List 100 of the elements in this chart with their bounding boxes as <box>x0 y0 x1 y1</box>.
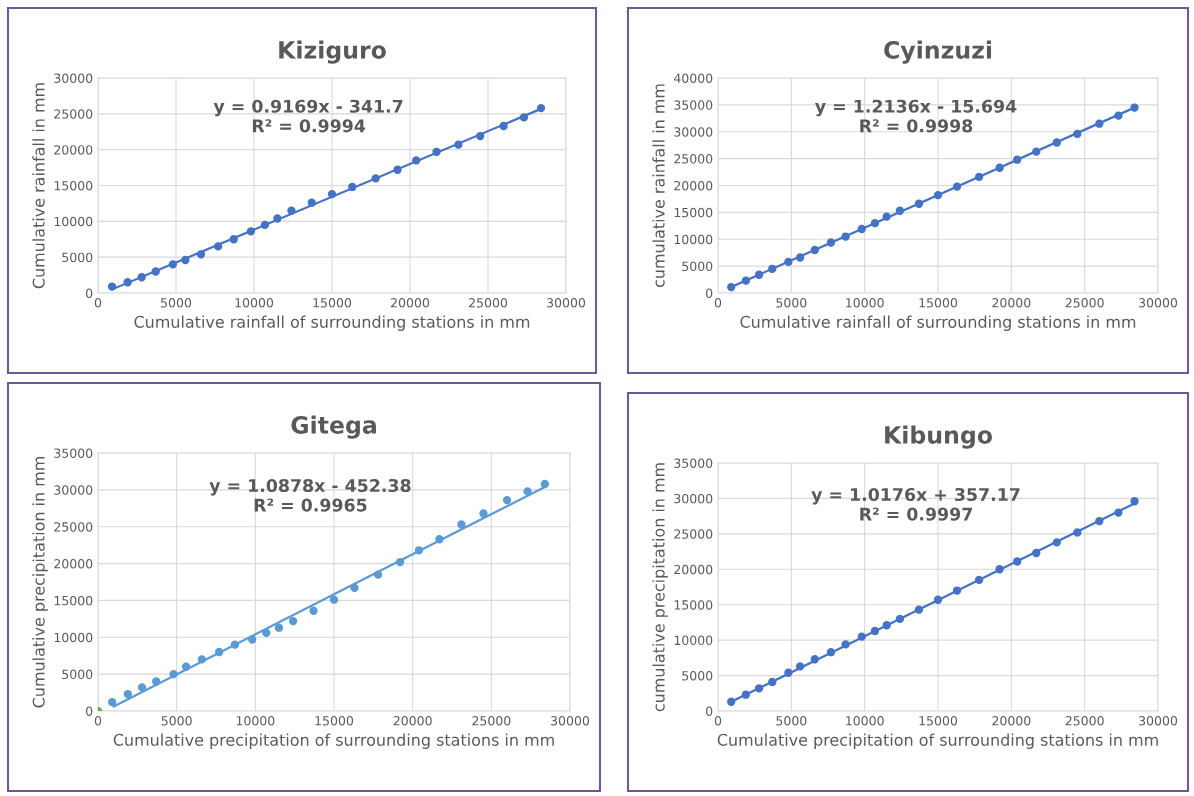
point <box>857 632 866 641</box>
point <box>1095 516 1104 526</box>
y-tick-label: 20000 <box>54 145 93 155</box>
y-tick-label: 25000 <box>674 154 713 164</box>
chart-title: Kibungo <box>885 425 992 449</box>
x-tick-label: 0 <box>714 716 722 726</box>
point <box>348 182 357 192</box>
x-tick-label: 0 <box>94 716 102 726</box>
x-tick-label: 30000 <box>547 298 586 308</box>
point <box>795 253 805 262</box>
x-tick-label: 30000 <box>551 716 590 726</box>
point <box>882 621 891 630</box>
x-tick-label: 30000 <box>1139 716 1178 726</box>
point <box>914 199 924 208</box>
y-tick-label: 5000 <box>62 252 93 263</box>
point <box>741 276 751 285</box>
y-tick-label: 10000 <box>54 216 93 227</box>
y-axis-title: cumulative precipitation in mm <box>652 463 668 712</box>
x-tick-label: 25000 <box>1065 716 1104 726</box>
x-tick-label: 0 <box>714 298 722 308</box>
point <box>995 565 1004 574</box>
y-tick-label: 15000 <box>674 207 713 218</box>
x-axis-title: Cumulative precipitation of surrounding stations in mm <box>113 733 554 749</box>
point <box>933 191 943 200</box>
point <box>1130 497 1139 506</box>
point <box>870 626 880 636</box>
y-tick-label: 30000 <box>54 485 93 495</box>
y-axis-title: Cumulative precipitation in mm <box>32 457 48 708</box>
point <box>476 131 485 141</box>
point <box>895 614 905 624</box>
point <box>1095 119 1104 128</box>
x-tick-label: 5000 <box>776 298 807 308</box>
point <box>536 103 546 113</box>
point <box>1013 155 1022 164</box>
point <box>123 689 133 699</box>
point <box>499 121 508 131</box>
point <box>1114 111 1123 120</box>
point <box>196 250 206 259</box>
y-tick-label: 15000 <box>54 180 93 191</box>
point <box>137 273 146 282</box>
point <box>502 496 512 505</box>
point <box>287 206 296 215</box>
point <box>768 677 777 687</box>
point <box>1032 548 1041 558</box>
y-tick-label: 30000 <box>54 73 93 83</box>
y-tick-label: 5000 <box>682 261 713 272</box>
point <box>137 683 147 692</box>
x-tick-label: 10000 <box>236 716 275 726</box>
point <box>214 647 224 657</box>
x-axis-title: Cumulative rainfall of surrounding stations in mm <box>740 315 1136 331</box>
point <box>841 232 850 241</box>
point <box>274 623 284 632</box>
point <box>895 206 905 215</box>
point <box>826 648 836 657</box>
x-axis-title: Cumulative precipitation of surrounding stations in mm <box>717 733 1158 749</box>
y-tick-label: 20000 <box>674 564 713 575</box>
point <box>882 212 891 221</box>
y-tick-label: 35000 <box>54 448 93 458</box>
point <box>1013 557 1022 566</box>
chart-title: Gitega <box>291 415 376 439</box>
point <box>414 546 424 555</box>
point <box>810 655 819 664</box>
point <box>784 668 793 677</box>
point <box>435 535 444 544</box>
point <box>523 487 532 496</box>
y-tick-label: 35000 <box>674 458 713 468</box>
x-tick-label: 20000 <box>992 716 1031 726</box>
x-axis-title: Cumulative rainfall of surrounding stations in mm <box>134 315 530 331</box>
x-tick-label: 5000 <box>776 716 807 726</box>
point <box>784 257 793 266</box>
point <box>841 640 850 649</box>
y-tick-label: 0 <box>706 288 713 298</box>
x-tick-label: 25000 <box>1065 298 1104 308</box>
point <box>952 586 962 595</box>
point <box>857 224 866 234</box>
point <box>350 583 359 593</box>
x-tick-label: 5000 <box>161 716 192 726</box>
y-tick-label: 0 <box>86 288 93 298</box>
point <box>288 616 298 626</box>
point <box>974 172 984 182</box>
y-axis-title: cumulative rainfall in mm <box>652 84 665 288</box>
point <box>768 264 777 273</box>
y-tick-label: 20000 <box>54 559 93 569</box>
point <box>229 235 238 244</box>
point <box>248 635 257 644</box>
point <box>107 282 117 291</box>
x-tick-label: 20000 <box>393 716 432 726</box>
point <box>974 575 984 585</box>
y-tick-label: 10000 <box>674 635 713 646</box>
point <box>432 147 441 156</box>
point <box>169 669 178 679</box>
annotation: y = 0.9169x - 341.7 R² = 0.9994 <box>213 99 403 133</box>
y-tick-label: 35000 <box>674 100 713 110</box>
point <box>309 606 318 615</box>
y-tick-label: 20000 <box>674 180 713 191</box>
point <box>393 165 402 174</box>
point <box>479 509 488 518</box>
point <box>826 238 836 247</box>
y-tick-label: 10000 <box>54 632 93 643</box>
point <box>395 557 405 567</box>
